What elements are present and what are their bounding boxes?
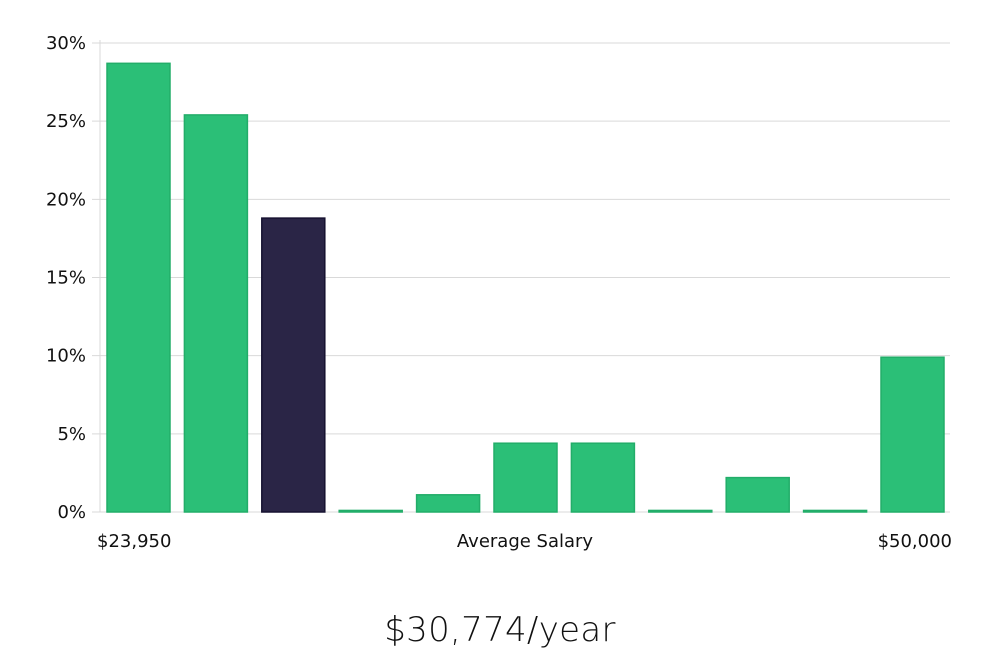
y-tick-label: 0% [57, 502, 86, 523]
y-tick-label: 5% [57, 424, 86, 445]
y-tick-label: 25% [46, 111, 86, 132]
bar [493, 442, 558, 513]
average-salary-value: $30,774/year [384, 610, 616, 650]
x-min-label: $23,950 [97, 531, 171, 552]
bar [338, 509, 403, 513]
salary-histogram: 0% 5% 10% 15% 20% 25% 30% $23,950 Average Sala… [46, 33, 952, 552]
y-tick-label: 15% [46, 268, 86, 289]
bar [106, 62, 171, 513]
bar [570, 442, 636, 513]
y-tick-label: 30% [46, 33, 86, 54]
bar [725, 476, 790, 513]
bar-highlighted [261, 217, 326, 513]
bar [802, 509, 868, 513]
bar [415, 494, 481, 513]
bar [183, 114, 249, 513]
x-max-label: $50,000 [878, 531, 952, 552]
bar [880, 356, 945, 513]
x-axis-label: Average Salary [457, 531, 594, 552]
bar [648, 509, 713, 513]
y-tick-label: 10% [46, 346, 86, 367]
bars [106, 62, 945, 513]
y-axis-ticks: 0% 5% 10% 15% 20% 25% 30% [46, 33, 86, 523]
y-tick-label: 20% [46, 189, 86, 210]
